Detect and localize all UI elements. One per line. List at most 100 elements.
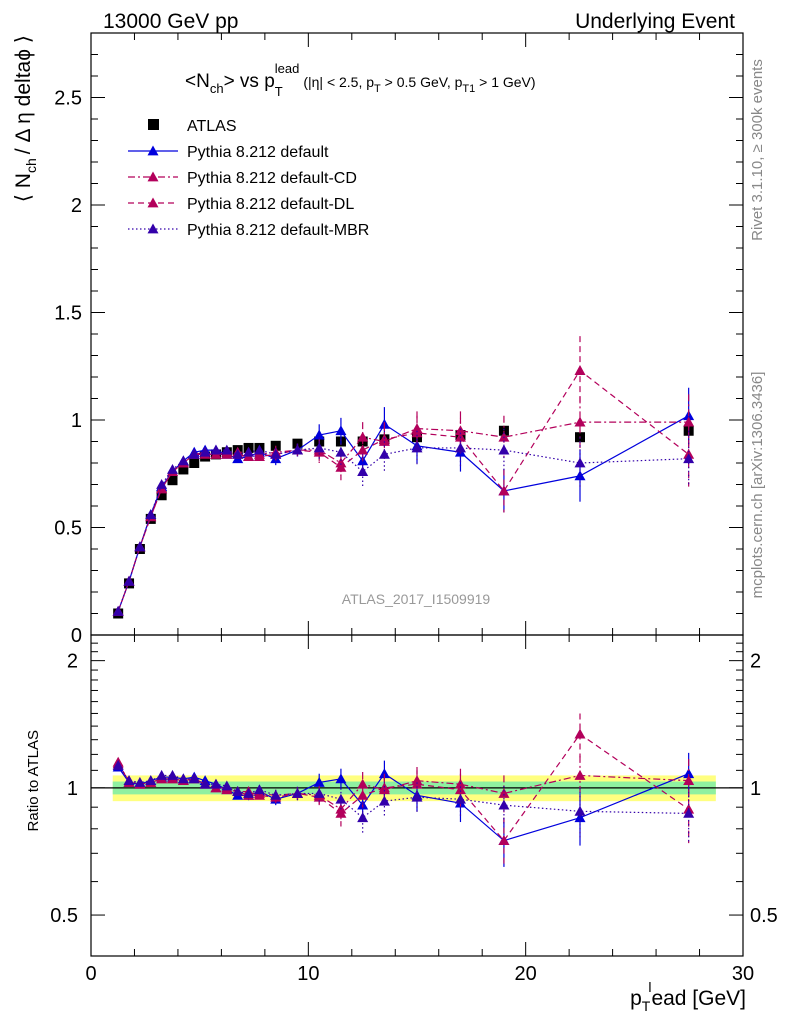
series-3-ratio-marker [253,789,265,800]
series-4-main-marker [270,448,282,459]
series-3-main-marker [357,444,369,455]
series-4-main-marker [145,509,157,519]
legend-marker-atlas [148,119,159,130]
series-4-main-marker [683,453,695,464]
series-4-ratio-marker [221,780,233,791]
legend: ATLAS Pythia 8.212 default Pythia 8.212 de… [128,118,369,239]
series-4-ratio-marker [378,795,390,806]
series-4-ratio-marker [313,787,325,798]
series-4-main-marker [210,444,222,455]
ratio-y-tick-label-right: 0.5 [750,905,778,927]
main-y-tick-label: 2.5 [54,88,82,110]
main-y-tick-label: 1.5 [54,303,82,325]
ratio-y-tick-label-left: 0.5 [50,905,78,927]
series-1-ratio-marker [335,773,347,784]
series-4-main-marker [177,455,189,466]
atlas-data-point [167,475,178,486]
ratio-y-tick-label-right: 1 [750,778,761,800]
legend-marker-2 [147,171,159,182]
ratio-series-layer [112,713,695,867]
series-4-main-marker [313,442,325,453]
legend-entry-0: ATLAS [187,118,237,135]
series-1-main-marker [335,425,347,436]
series-4-ratio-marker [291,787,303,798]
series-4-ratio-marker [112,759,124,770]
axis-ticks: 0 10 20 30 0 0.5 1 1.5 2 2.5 0.5 0.5 1 1 2 2 [50,32,778,985]
series-4-main-marker [232,448,244,459]
series-4-ratio-marker [167,769,178,780]
series-4-main-marker [378,448,390,459]
series-1-ratio-marker [378,768,390,779]
series-4-main-marker [411,442,423,453]
series-4-ratio-marker [232,786,244,796]
ratio-y-tick-label-left: 1 [67,778,78,800]
series-4-ratio-marker [188,773,200,784]
ratio-y-tick-label-right: 2 [750,651,761,673]
y-axis-label-main: ⟨ Nch/ Δ η deltaϕ ⟩ [12,35,39,202]
plot-title: <Nch> vs pTlead(|η| < 2.5, pT > 0.5 GeV,… [185,61,536,99]
x-axis-label: pTlead [GeV] [630,979,746,1014]
header-right: Underlying Event [575,10,735,33]
ratio-y-tick-label-left: 2 [67,651,78,673]
legend-entry-1: Pythia 8.212 default [187,144,329,161]
series-3-main-marker [498,485,510,496]
atlas-data-point [156,490,167,501]
series-2-ratio-marker [498,787,510,798]
series-4-ratio-marker [683,807,695,818]
series-4-main-marker [357,466,369,476]
series-4-ratio-marker [210,778,222,789]
series-4-ratio-marker [156,769,168,780]
series-4-ratio-marker [574,805,586,816]
series-3-main-marker [574,365,586,375]
legend-marker-1 [147,145,159,156]
series-4-ratio-marker [123,775,135,786]
analysis-watermark: ATLAS_2017_I1509919 [342,591,491,607]
main-y-tick-label: 0 [71,625,82,647]
legend-marker-3 [147,197,159,208]
atlas-data-point [189,458,200,468]
series-3-main-marker [335,461,347,472]
series-3-ratio-marker [454,784,466,795]
rivet-label: Rivet 3.1.10, ≥ 300k events [749,59,766,241]
series-3-main-marker [253,451,265,461]
x-tick-label: 30 [732,963,754,985]
series-4-ratio-marker [498,799,510,810]
series-4-ratio-marker [134,776,146,787]
series-3-ratio-marker [357,789,369,800]
series-2-ratio-marker [683,775,695,786]
series-4-main-marker [253,444,265,455]
series-3-main-marker [411,427,423,438]
legend-marker-4 [147,223,159,234]
series-4-ratio-marker [270,789,282,800]
series-4-main-marker [498,444,510,455]
main-y-tick-label: 2 [71,195,82,217]
ratio-plot-frame [90,634,744,957]
series-4-ratio-marker [454,793,466,804]
series-1-ratio-marker [683,768,695,779]
series-4-main-marker [188,448,200,459]
mcplots-label: mcplots.cern.ch [arXiv:1306.3436] [749,372,766,599]
series-3-main-marker [378,433,390,444]
series-4-ratio-marker [177,773,189,784]
main-y-tick-label: 1 [71,410,82,432]
header-left: 13000 GeV pp [103,10,238,33]
legend-entry-4: Pythia 8.212 default-MBR [187,222,369,239]
series-3-ratio-marker [574,728,586,739]
series-4-ratio-marker [243,787,255,798]
x-tick-label: 0 [85,963,96,985]
series-4-main-marker [123,575,135,586]
series-4-ratio-marker [199,778,211,789]
series-2-main-marker [574,416,586,427]
series-4-ratio-marker [357,812,369,823]
x-tick-label: 10 [297,963,319,985]
series-4-main-marker [134,541,146,552]
series-3-ratio-marker [335,807,347,818]
main-series-layer [112,336,695,619]
series-1-ratio-marker [313,776,325,787]
series-4-main-marker [454,442,466,453]
series-4-main-marker [199,446,211,457]
series-4-main-marker [167,463,178,474]
legend-entry-3: Pythia 8.212 default-DL [187,196,354,213]
series-2-ratio-marker [574,769,586,780]
series-4-main-marker [335,446,347,457]
